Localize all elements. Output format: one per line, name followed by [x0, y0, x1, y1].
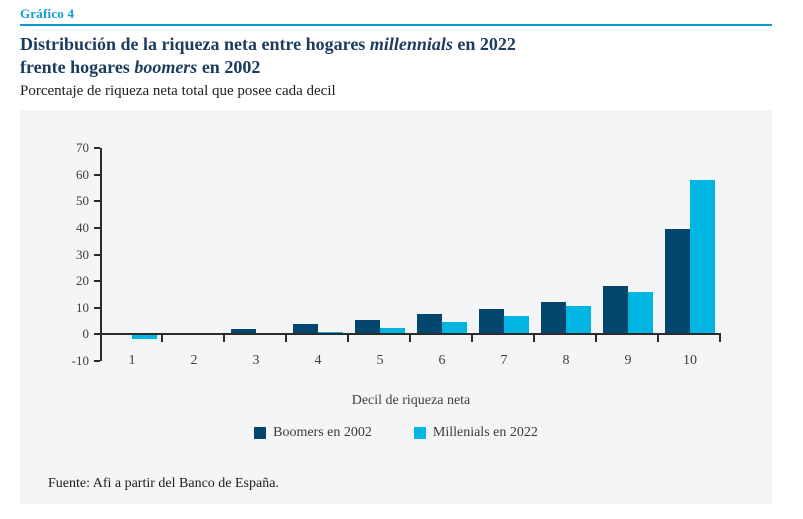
bar-millennials	[318, 331, 343, 335]
chart-subtitle: Porcentaje de riqueza neta total que pos…	[20, 83, 336, 99]
legend-swatch	[254, 427, 267, 439]
x-category-label: 8	[562, 353, 570, 368]
x-category-row: 1 2 3 4 5 6 7 8 9 10	[101, 353, 721, 371]
y-axis	[100, 148, 102, 361]
x-axis	[101, 333, 721, 336]
bar-boomers	[603, 286, 628, 335]
chart-panel: 70 60 50 40 30 20 10 0 -10 1 2 3 4 5 6 7 8 9 10 Decil de …	[20, 110, 772, 504]
y-tick-mark	[94, 306, 100, 309]
y-tick-mark	[94, 360, 100, 362]
bar-millennials	[380, 327, 405, 335]
bar-millennials	[504, 315, 529, 335]
title-line1-pre: Distribución de la riqueza neta entre ho…	[20, 34, 370, 54]
y-tick-mark	[94, 226, 100, 229]
plot-area: 70 60 50 40 30 20 10 0 -10	[72, 140, 721, 368]
y-tick-mark	[94, 147, 100, 149]
title-line2-post: en 2002	[197, 57, 261, 78]
bar-millennials	[566, 306, 591, 335]
y-tick-label: 0	[82, 326, 90, 342]
y-tick-mark	[94, 200, 100, 203]
bar-boomers	[293, 323, 318, 335]
bar-boomers	[665, 229, 690, 335]
bar-millennials	[690, 179, 715, 335]
x-category-label: 6	[438, 353, 446, 368]
x-category-label: 7	[500, 353, 508, 368]
x-category-label: 4	[314, 353, 322, 368]
bar-millennials	[628, 291, 653, 335]
x-category-label: 3	[252, 353, 260, 368]
y-tick-mark	[94, 173, 100, 176]
x-tick-mark	[595, 335, 597, 343]
x-tick-mark	[409, 335, 411, 343]
x-category-label: 9	[624, 353, 632, 368]
y-tick-label: 70	[76, 140, 89, 155]
legend-swatch	[413, 427, 426, 439]
y-tick-mark	[94, 253, 100, 256]
bar-boomers	[479, 309, 504, 335]
x-category-label: 2	[190, 353, 198, 368]
x-tick-mark	[347, 335, 349, 343]
x-category-label: 10	[683, 353, 697, 368]
legend-label: Millenials en 2022	[432, 425, 538, 440]
y-tick-mark	[94, 280, 100, 283]
title-line1-italic: millennials	[369, 34, 453, 54]
legend: Boomers en 2002 Millenials en 2022	[20, 425, 772, 441]
title-line1-post: en 2022	[452, 34, 516, 54]
legend-label: Boomers en 2002	[273, 425, 372, 440]
accent-rule	[20, 24, 772, 26]
bar-boomers	[355, 319, 380, 335]
y-tick-label: 60	[76, 166, 89, 182]
x-tick-mark	[471, 335, 473, 343]
title-line2-pre: frente hogares	[20, 57, 135, 78]
y-tick-label: 50	[76, 193, 89, 209]
y-tick-label: 30	[76, 246, 89, 262]
x-category-label: 1	[128, 353, 136, 368]
x-tick-mark	[657, 335, 659, 343]
chart-kicker: Gráfico 4	[20, 6, 75, 21]
legend-item: Boomers en 2002	[254, 425, 372, 441]
legend-item: Millenials en 2022	[413, 425, 538, 441]
y-tick-mark	[94, 333, 100, 336]
y-tick-label: 40	[76, 219, 89, 235]
bar-boomers	[541, 302, 566, 335]
x-tick-mark	[285, 335, 287, 343]
x-tick-mark	[533, 335, 535, 343]
title-line2-italic: boomers	[134, 57, 198, 78]
x-axis-title: Decil de riqueza neta	[351, 393, 471, 408]
x-tick-mark	[223, 335, 225, 343]
bar-boomers	[417, 314, 442, 335]
y-tick-label: 20	[76, 273, 89, 289]
bar-millennials	[442, 322, 467, 335]
y-tick-label: -10	[71, 353, 89, 368]
x-category-label: 5	[376, 353, 384, 368]
x-tick-mark	[161, 335, 163, 343]
bar-boomers	[231, 329, 256, 335]
bar-millennials	[132, 335, 157, 340]
y-tick-label: 10	[76, 299, 89, 315]
source-note: Fuente: Afi a partir del Banco de España…	[48, 476, 279, 491]
chart-title: Distribución de la riqueza neta entre ho…	[20, 33, 720, 80]
x-tick-mark	[719, 335, 721, 343]
